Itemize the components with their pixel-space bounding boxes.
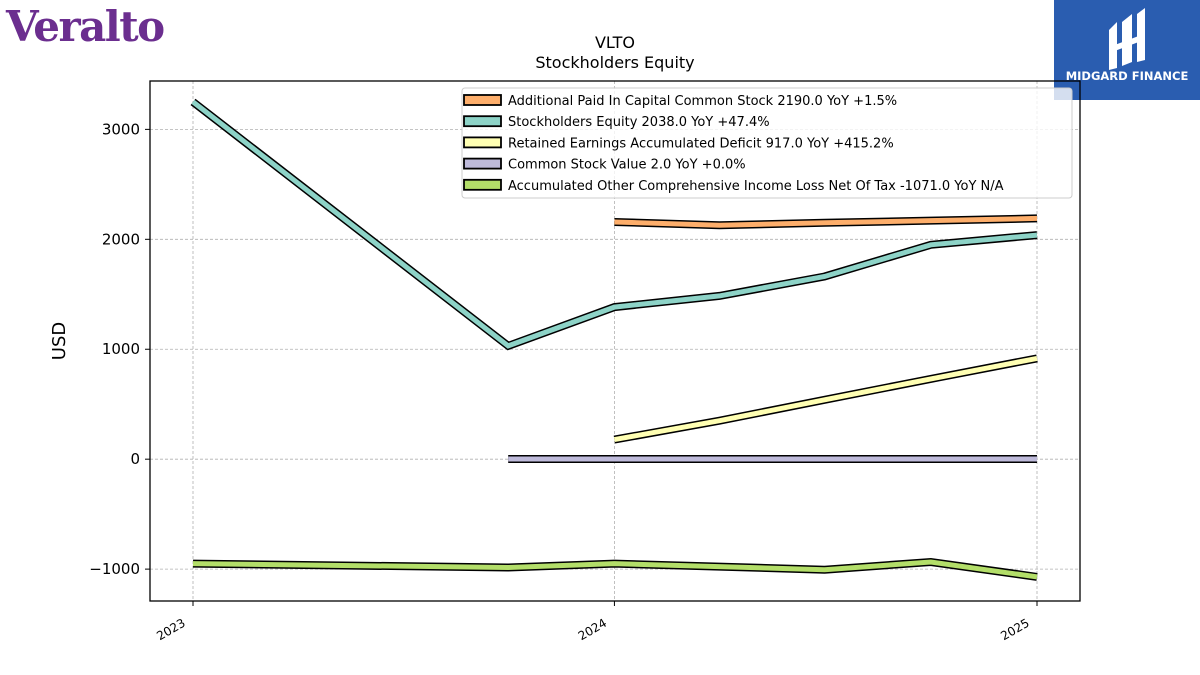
- series-line: [614, 215, 1038, 228]
- legend-entry: Common Stock Value 2.0 YoY +0.0%: [508, 158, 746, 173]
- y-tick-label: 3000: [102, 120, 140, 138]
- series-lines: [190, 98, 1038, 581]
- legend-swatch: [463, 178, 502, 191]
- chart-title: VLTO: [595, 33, 635, 52]
- x-tick-label: 2023: [154, 616, 187, 643]
- legend-swatch: [463, 94, 502, 106]
- series-2: [190, 98, 1038, 351]
- y-tick-label: −1000: [89, 560, 140, 578]
- legend-swatch: [463, 136, 502, 149]
- legend-swatch: [463, 157, 502, 170]
- series-line: [192, 559, 1038, 580]
- plot-frame: [149, 80, 1081, 602]
- y-tick-label: 1000: [102, 340, 140, 358]
- series-5: [192, 557, 1038, 581]
- y-tick-label: 2000: [102, 230, 140, 248]
- x-tick-label: 2025: [998, 616, 1031, 643]
- y-tick-label: 0: [130, 450, 140, 468]
- legend: Additional Paid In Capital Common Stock …: [461, 87, 1073, 199]
- series-line: [191, 99, 1038, 349]
- veralto-logo: Veralto: [6, 2, 165, 51]
- chart-subtitle: Stockholders Equity: [535, 53, 694, 72]
- legend-entry: Additional Paid In Capital Common Stock …: [508, 94, 897, 109]
- legend-entry: Stockholders Equity 2038.0 YoY +47.4%: [508, 115, 770, 130]
- y-axis-label: USD: [49, 322, 70, 360]
- midgard-logo-icon: [1109, 8, 1145, 70]
- badge-text: MIDGARD FINANCE: [1066, 69, 1189, 83]
- series-line: [613, 355, 1038, 443]
- midgard-finance-badge: MIDGARD FINANCE: [1054, 0, 1200, 100]
- x-tick-label: 2024: [576, 616, 609, 643]
- series-3: [613, 354, 1038, 444]
- legend-swatch: [463, 115, 502, 128]
- legend-entry: Accumulated Other Comprehensive Income L…: [508, 179, 1004, 194]
- legend-box: [461, 87, 1073, 199]
- series-1: [614, 214, 1038, 230]
- legend-entry: Retained Earnings Accumulated Deficit 91…: [508, 136, 894, 151]
